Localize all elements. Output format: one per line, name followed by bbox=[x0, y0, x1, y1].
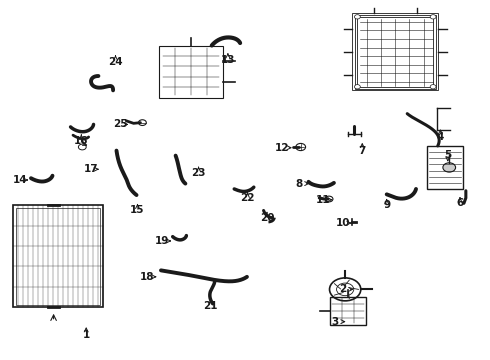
Text: 4: 4 bbox=[437, 132, 444, 142]
Text: 22: 22 bbox=[240, 193, 255, 203]
Text: 15: 15 bbox=[130, 206, 145, 216]
Bar bbox=[13, 205, 103, 307]
Text: 25: 25 bbox=[113, 120, 128, 129]
Text: 11: 11 bbox=[316, 195, 330, 205]
Text: 7: 7 bbox=[359, 146, 366, 156]
Bar bbox=[16, 208, 100, 305]
Bar bbox=[352, 13, 438, 90]
Circle shape bbox=[354, 15, 360, 19]
Text: 8: 8 bbox=[295, 179, 302, 189]
Text: 5: 5 bbox=[444, 150, 451, 160]
Text: 1: 1 bbox=[83, 330, 90, 340]
Text: 24: 24 bbox=[108, 57, 123, 67]
Text: 17: 17 bbox=[84, 164, 98, 174]
Text: 12: 12 bbox=[274, 143, 289, 153]
Text: 2: 2 bbox=[339, 284, 346, 294]
Text: 14: 14 bbox=[13, 175, 27, 185]
Bar bbox=[427, 146, 464, 189]
Circle shape bbox=[443, 163, 456, 172]
Text: 23: 23 bbox=[191, 168, 206, 178]
Text: 13: 13 bbox=[220, 55, 235, 65]
Text: 20: 20 bbox=[260, 213, 274, 222]
Bar bbox=[159, 45, 223, 98]
Text: 19: 19 bbox=[155, 236, 169, 246]
Circle shape bbox=[430, 15, 436, 19]
Text: 6: 6 bbox=[456, 198, 464, 208]
Circle shape bbox=[354, 85, 360, 89]
Text: 3: 3 bbox=[332, 317, 339, 327]
Text: 21: 21 bbox=[203, 301, 218, 311]
Bar bbox=[355, 15, 436, 89]
Text: 18: 18 bbox=[140, 272, 154, 282]
Text: 16: 16 bbox=[74, 136, 89, 145]
Text: 9: 9 bbox=[383, 200, 390, 210]
Text: 10: 10 bbox=[336, 218, 350, 228]
Bar bbox=[357, 17, 433, 87]
Bar bbox=[330, 297, 366, 325]
Circle shape bbox=[430, 85, 436, 89]
